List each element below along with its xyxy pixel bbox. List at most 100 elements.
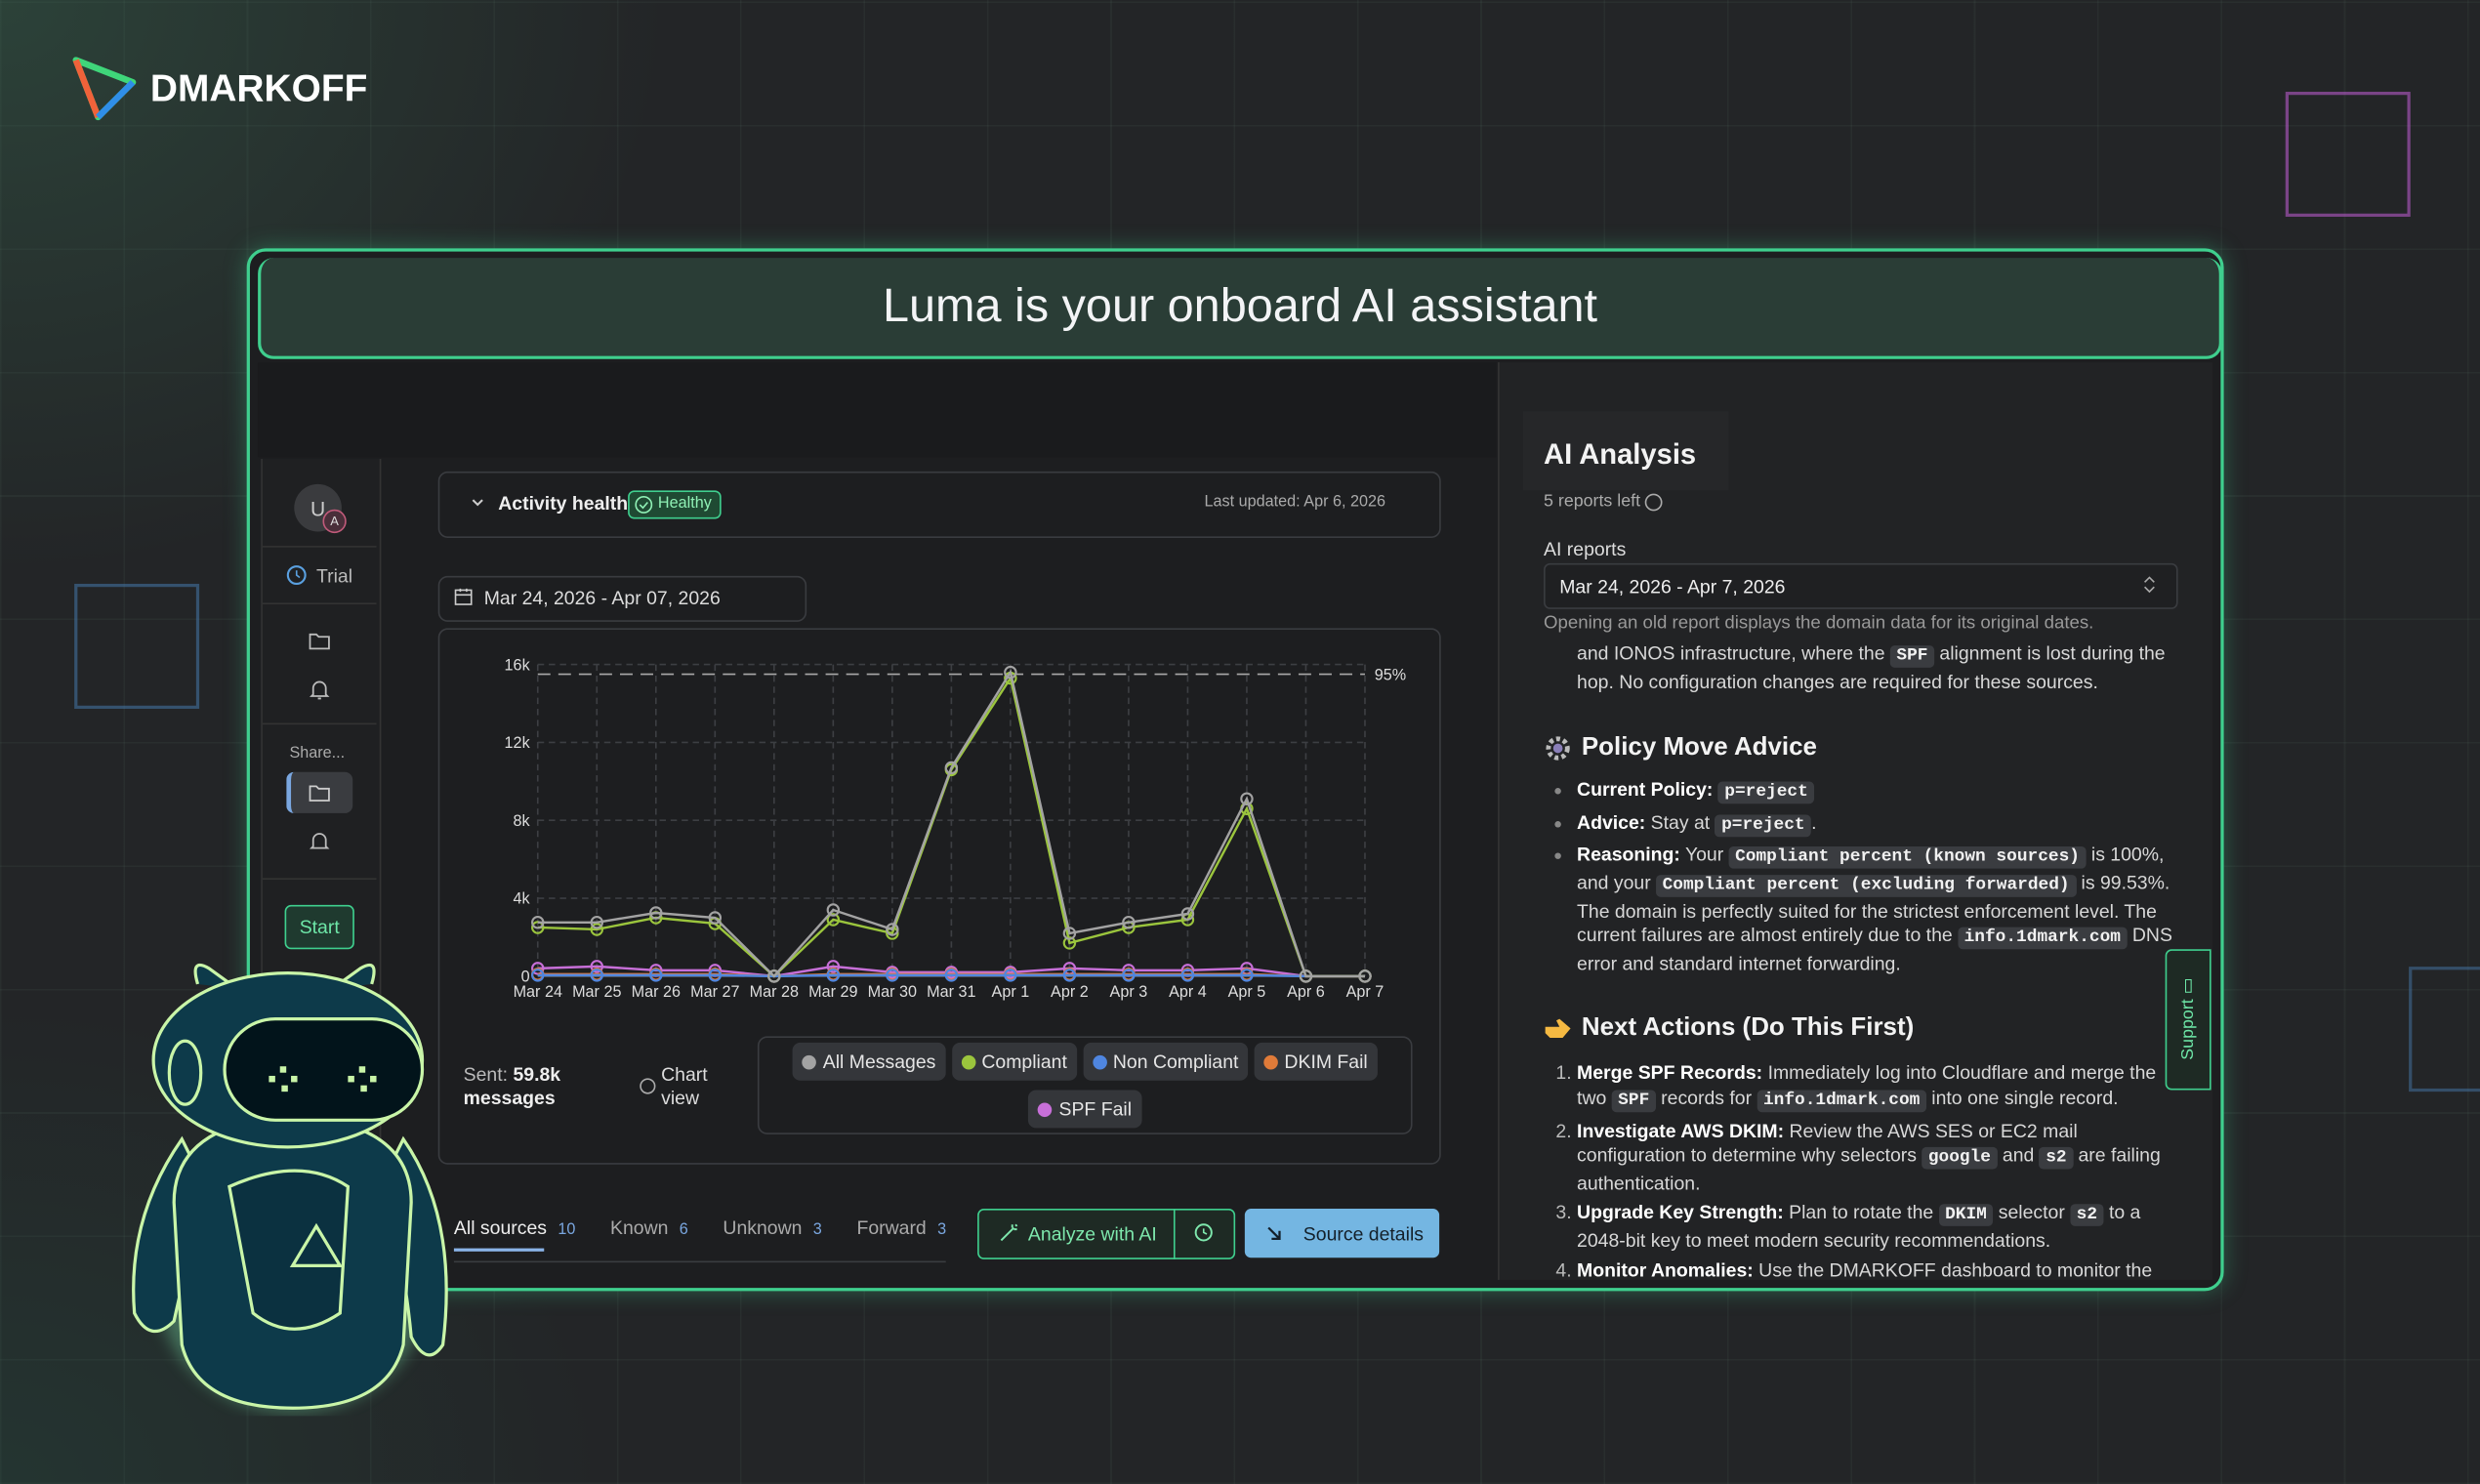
- share-active[interactable]: [286, 771, 353, 813]
- point: [590, 916, 604, 929]
- bold-text: Investigate AWS DKIM:: [1577, 1119, 1785, 1142]
- list-item: Reasoning: Your Compliant percent (known…: [1577, 844, 2179, 976]
- legend-dot: [961, 1054, 975, 1069]
- point: [1180, 907, 1195, 921]
- tab[interactable]: Unknown 3: [723, 1216, 821, 1239]
- tabs: All sources 10 Known 6 Unknown 3 Forward 3: [454, 1216, 946, 1239]
- chart-view[interactable]: Chart view: [661, 1062, 708, 1109]
- point: [1004, 969, 1017, 982]
- x-tick-label: Mar 28: [750, 983, 799, 1001]
- clock-icon: [286, 565, 307, 586]
- code: Compliant percent (known sources): [1728, 846, 2087, 870]
- support-tab[interactable]: [2165, 949, 2211, 1091]
- panel-header-bg: [1522, 411, 1729, 491]
- legend-entry[interactable]: Non Compliant: [1083, 1042, 1249, 1081]
- support-label: Support ▭: [2178, 977, 2198, 1060]
- tab-count: 3: [937, 1221, 947, 1239]
- point: [708, 969, 723, 982]
- x-tick-label: Mar 25: [572, 983, 621, 1001]
- report-select[interactable]: [1544, 562, 2178, 609]
- ai-panel: [1498, 362, 2213, 1280]
- point: [886, 969, 899, 982]
- tab-label: Unknown: [723, 1216, 803, 1239]
- folder-icon[interactable]: [309, 630, 331, 652]
- calendar-icon: [454, 588, 473, 605]
- code: p=reject: [1717, 781, 1815, 804]
- legend-entry[interactable]: Compliant: [951, 1042, 1077, 1081]
- tab[interactable]: Known 6: [610, 1216, 688, 1239]
- chevron[interactable]: [470, 495, 485, 511]
- robot-illustration: [132, 963, 448, 1414]
- point: [649, 969, 663, 982]
- actions-heading: Next Actions (Do This First): [1544, 1014, 2179, 1043]
- x-tick-label: Apr 1: [992, 983, 1030, 1001]
- report-range: Mar 24, 2026 - Apr 7, 2026: [1559, 575, 1786, 598]
- wand-icon: [1000, 1223, 1018, 1242]
- avatar-initial: U: [310, 496, 326, 520]
- brand: DMARKOFF: [149, 67, 368, 111]
- x-tick-label: Apr 3: [1110, 983, 1148, 1001]
- code: p=reject: [1715, 814, 1812, 837]
- view-icon: [640, 1078, 656, 1094]
- analyze-button[interactable]: [977, 1209, 1236, 1259]
- y-tick-label: 16k: [505, 656, 531, 674]
- point: [826, 903, 841, 917]
- tab-label: All sources: [453, 1216, 547, 1239]
- plan[interactable]: Trial: [315, 564, 353, 588]
- intro: and IONOS infrastructure, where the SPF …: [1544, 642, 2179, 695]
- info-icon[interactable]: [1645, 492, 1663, 511]
- deco-square: [74, 583, 200, 709]
- legend-entry[interactable]: SPF Fail: [1028, 1090, 1141, 1129]
- sent-label: Sent:: [463, 1062, 509, 1086]
- tab[interactable]: Forward 3: [856, 1216, 946, 1239]
- legend-dot: [1038, 1101, 1054, 1117]
- text: and IONOS infrastructure, where the: [1577, 641, 1890, 665]
- bold-text: Advice:: [1577, 810, 1646, 834]
- bold-text: Upgrade Key Strength:: [1577, 1201, 1784, 1224]
- point: [1240, 969, 1254, 982]
- text: records for: [1655, 1087, 1757, 1109]
- legend-dot: [1092, 1054, 1107, 1069]
- text: Review the AWS SES or EC2 mail configura…: [1577, 1119, 2078, 1167]
- share-label: Share...: [289, 745, 346, 763]
- bold-text: Reasoning:: [1577, 844, 1680, 867]
- code: google: [1922, 1147, 1998, 1170]
- banner-title: Luma is your onboard AI assistant: [882, 279, 1598, 333]
- policy-list: Current Policy: p=rejectAdvice: Stay at …: [1544, 779, 2179, 977]
- text: Your: [1679, 844, 1729, 867]
- code: DKIM: [1938, 1204, 1994, 1227]
- x-tick-label: Mar 31: [927, 983, 975, 1001]
- x-tick-label: Mar 27: [690, 983, 739, 1001]
- x-tick-label: Mar 30: [868, 983, 917, 1001]
- bell-icon[interactable]: [309, 679, 331, 701]
- report-note: Opening an old report displays the domai…: [1544, 613, 2094, 634]
- check-icon: [635, 496, 653, 514]
- tab[interactable]: All sources 10: [454, 1216, 575, 1239]
- details-button[interactable]: [1244, 1209, 1440, 1258]
- share-icon[interactable]: [309, 831, 331, 853]
- deco-square: [2285, 91, 2411, 218]
- list-item: Upgrade Key Strength: Plan to rotate the…: [1577, 1201, 2179, 1254]
- legend-label: Compliant: [981, 1051, 1067, 1073]
- legend-dot: [1263, 1054, 1278, 1069]
- legend-entry[interactable]: All Messages: [793, 1042, 946, 1081]
- y-tick-label: 12k: [505, 734, 531, 752]
- y-tick-label: 4k: [514, 890, 531, 908]
- reports-left-text: 5 reports left: [1544, 491, 1641, 512]
- history-icon[interactable]: [1192, 1221, 1215, 1244]
- point: [886, 923, 899, 936]
- tab-count: 3: [812, 1221, 822, 1239]
- text: is 99.53%. The domain is perfectly suite…: [1577, 871, 2170, 947]
- sent-value: 59.8k: [513, 1062, 561, 1086]
- date-box[interactable]: [437, 575, 807, 622]
- text: is 100%, and your: [1577, 844, 2165, 894]
- text: selector: [1993, 1201, 2071, 1224]
- legend-label: All Messages: [822, 1051, 936, 1073]
- list-item: Current Policy: p=reject: [1577, 779, 2179, 807]
- x-tick-label: Mar 26: [632, 983, 681, 1001]
- start-button[interactable]: Start: [284, 904, 354, 950]
- legend-dot: [802, 1054, 817, 1069]
- text: .: [1811, 810, 1817, 834]
- legend-entry[interactable]: DKIM Fail: [1254, 1042, 1378, 1081]
- point: [826, 969, 841, 982]
